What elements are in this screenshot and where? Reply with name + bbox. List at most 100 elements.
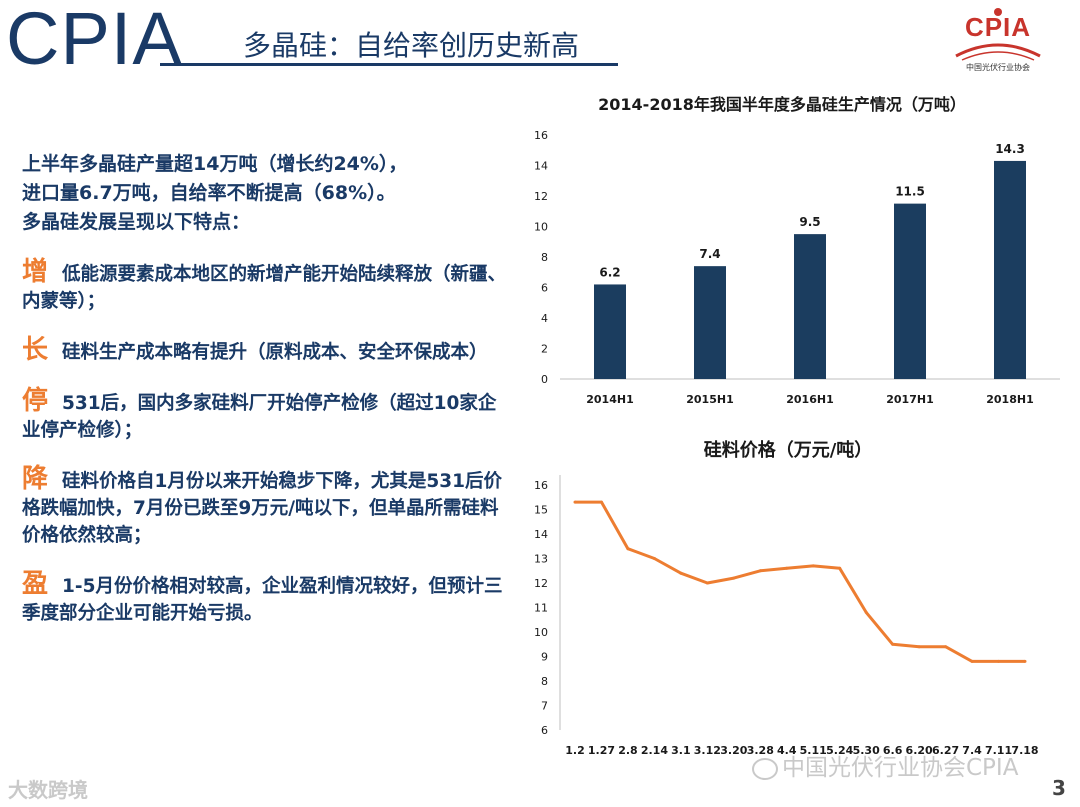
y-tick-label: 9 [541,651,548,664]
point-body: 硅料价格自1月份以来开始稳步下降，尤其是531后价格跌幅加快，7月份已跌至9万元… [22,471,503,546]
bar [894,203,926,379]
text-block: 上半年多晶硅产量超14万吨（增长约24%）， 进口量6.7万吨，自给率不断提高（… [22,150,512,627]
x-tick-label: 2.14 [641,744,668,757]
data-point [626,547,630,551]
point-key: 降 [22,464,49,494]
x-tick-label: 3.20 [720,744,747,757]
logo-text: CPIA [964,12,1032,42]
wechat-icon [752,757,778,780]
data-point [573,500,577,504]
bar [694,266,726,379]
point-body: 硅料生产成本略有提升（原料成本、安全环保成本） [62,342,488,363]
data-point [705,581,709,585]
y-tick-label: 8 [541,675,548,688]
chart-title: 硅料价格（万元/吨） [704,439,873,461]
slide-title: 多晶硅：自给率创历史新高 [243,29,580,62]
data-point [679,571,683,575]
data-point [944,645,948,649]
bar [794,234,826,379]
x-tick-label: 2015H1 [686,393,733,406]
x-tick-label: 7.11 [985,744,1012,757]
price-line-chart: 硅料价格（万元/吨） 6 7 8 9 10 11 12 13 14 15 16 1.2 1.27 2.8 2.… [534,439,1039,757]
y-tick-label: 6 [541,724,548,737]
data-point [838,566,842,570]
watermark-left: 大数跨境 [8,778,88,802]
point-body: 低能源要素成本地区的新增产能开始陆续释放（新疆、内蒙等）； [22,264,507,312]
y-tick-label: 16 [534,129,548,142]
data-point [864,610,868,614]
point-growth: 长硅料生产成本略有提升（原料成本、安全环保成本） [22,337,512,366]
intro-line: 进口量6.7万吨，自给率不断提高（68%）。 [22,182,396,204]
watermark-right-text: 中国光伏行业协会CPIA [782,755,1019,781]
data-label: 14.3 [995,142,1025,156]
data-point [891,642,895,646]
x-tick-label: 4.4 [777,744,797,757]
x-tick-label: 2018H1 [986,393,1033,406]
x-tick-label: 2014H1 [586,393,633,406]
data-point [652,557,656,560]
y-tick-label: 2 [541,343,548,356]
x-tick-label: 6.20 [906,744,933,757]
point-key: 盈 [22,569,49,599]
x-tick-label: 2017H1 [886,393,933,406]
y-tick-label: 4 [541,312,548,325]
point-key: 长 [22,335,49,365]
production-bar-chart: 2014-2018年我国半年度多晶硅生产情况（万吨） 0 2 4 6 8 10 12 14 16 6… [534,95,1060,406]
data-point [917,645,921,649]
point-profit: 盈 1-5月份价格相对较高，企业盈利情况较好，但预计三季度部分企业可能开始亏损。 [22,571,512,627]
y-tick-label: 14 [534,160,548,173]
y-tick-label: 12 [534,577,548,590]
y-tick-label: 15 [534,504,548,517]
data-point [785,566,789,570]
data-label: 6.2 [599,265,620,279]
point-increase: 增低能源要素成本地区的新增产能开始陆续释放（新疆、内蒙等）； [22,259,512,315]
logo-subtitle: 中国光伏行业协会 [966,63,1030,72]
x-tick-label: 3.1 [671,744,691,757]
y-tick-label: 8 [541,251,548,264]
bar [594,284,626,379]
y-tick-label: 0 [541,373,548,386]
data-point [758,569,762,573]
x-tick-label: 6.6 [883,744,903,757]
intro-line: 多晶硅发展呈现以下特点： [22,211,251,233]
point-body: 1-5月份价格相对较高，企业盈利情况较好，但预计三季度部分企业可能开始亏损。 [22,576,503,624]
intro-line: 上半年多晶硅产量超14万吨（增长约24%）， [22,153,408,175]
x-tick-label: 2016H1 [786,393,833,406]
x-tick-label: 2.8 [618,744,638,757]
x-tick-label: 1.27 [588,744,615,757]
data-point [997,659,1001,663]
slide-header: CPIA 多晶硅：自给率创历史新高 CPIA 中国光伏行业协会 [0,0,1080,80]
y-tick-label: 13 [534,553,548,566]
data-point [811,564,815,568]
x-tick-label: 6.27 [932,744,959,757]
y-tick-label: 10 [534,626,548,639]
cpia-wordmark: CPIA [6,0,183,80]
bar [994,160,1026,379]
data-point [732,576,736,580]
x-tick-label: 5.30 [853,744,880,757]
watermark-right: 中国光伏行业协会CPIA [752,748,1018,782]
point-stop: 停 531后，国内多家硅料厂开始停产检修（超过10家企业停产检修）； [22,388,512,444]
y-tick-label: 10 [534,221,548,234]
data-point [1023,659,1027,663]
header-rule [160,63,618,66]
logo-sun-arc-icon [955,8,1041,61]
y-tick-label: 6 [541,282,548,295]
y-tick-label: 11 [534,602,548,615]
x-tick-label: 5.11 [800,744,827,757]
x-tick-label: 7.18 [1011,744,1038,757]
data-point [970,659,974,663]
x-tick-label: 5.24 [826,744,853,757]
y-tick-label: 7 [541,700,548,713]
price-series-line [575,500,1025,663]
data-label: 7.4 [699,247,720,261]
y-tick-label: 16 [534,479,548,492]
y-tick-label: 12 [534,190,548,203]
point-key: 停 [22,386,49,416]
y-tick-label: 14 [534,528,548,541]
x-tick-label: 7.4 [962,744,982,757]
data-label: 9.5 [799,215,820,229]
point-body: 531后，国内多家硅料厂开始停产检修（超过10家企业停产检修）； [22,393,497,441]
cpia-logo: CPIA 中国光伏行业协会 [948,4,1048,76]
page-number: 3 [1052,776,1066,800]
